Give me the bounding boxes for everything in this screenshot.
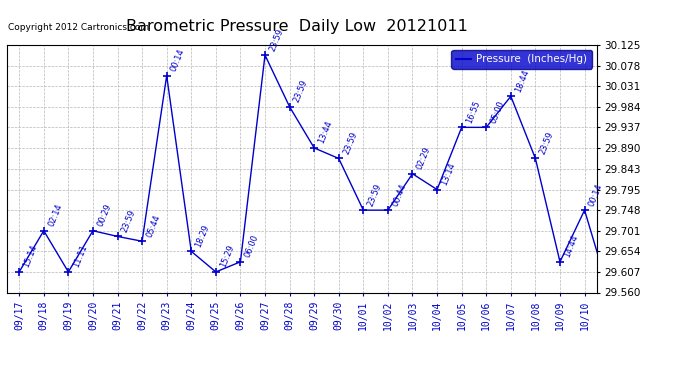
Text: 00:14: 00:14 (587, 182, 604, 207)
Text: 02:29: 02:29 (415, 146, 433, 171)
Text: 15:29: 15:29 (219, 244, 236, 269)
Text: 11:11: 11:11 (71, 244, 88, 269)
Text: Barometric Pressure  Daily Low  20121011: Barometric Pressure Daily Low 20121011 (126, 19, 468, 34)
Text: 23:59: 23:59 (120, 208, 137, 234)
Legend: Pressure  (Inches/Hg): Pressure (Inches/Hg) (451, 50, 591, 69)
Text: 14:44: 14:44 (0, 374, 1, 375)
Text: 13:44: 13:44 (317, 120, 334, 145)
Text: Copyright 2012 Cartronics.com: Copyright 2012 Cartronics.com (8, 22, 150, 32)
Text: 23:59: 23:59 (268, 27, 285, 52)
Text: 14:44: 14:44 (563, 234, 580, 259)
Text: 18:29: 18:29 (194, 223, 211, 249)
Text: 23:59: 23:59 (293, 78, 310, 104)
Text: 00:14: 00:14 (170, 48, 187, 73)
Text: 16:55: 16:55 (464, 99, 482, 124)
Text: 23:59: 23:59 (342, 130, 359, 156)
Text: 05:00: 05:00 (489, 99, 506, 124)
Text: 00:29: 00:29 (96, 202, 113, 228)
Text: 18:44: 18:44 (513, 68, 531, 93)
Text: 23:59: 23:59 (366, 182, 384, 207)
Text: 23:59: 23:59 (538, 130, 555, 156)
Text: 02:14: 02:14 (46, 202, 63, 228)
Text: 06:00: 06:00 (243, 234, 261, 259)
Text: 05:44: 05:44 (145, 213, 162, 238)
Text: 15:14: 15:14 (22, 244, 39, 269)
Text: 13:14: 13:14 (440, 161, 457, 187)
Text: 00:44: 00:44 (391, 182, 408, 207)
